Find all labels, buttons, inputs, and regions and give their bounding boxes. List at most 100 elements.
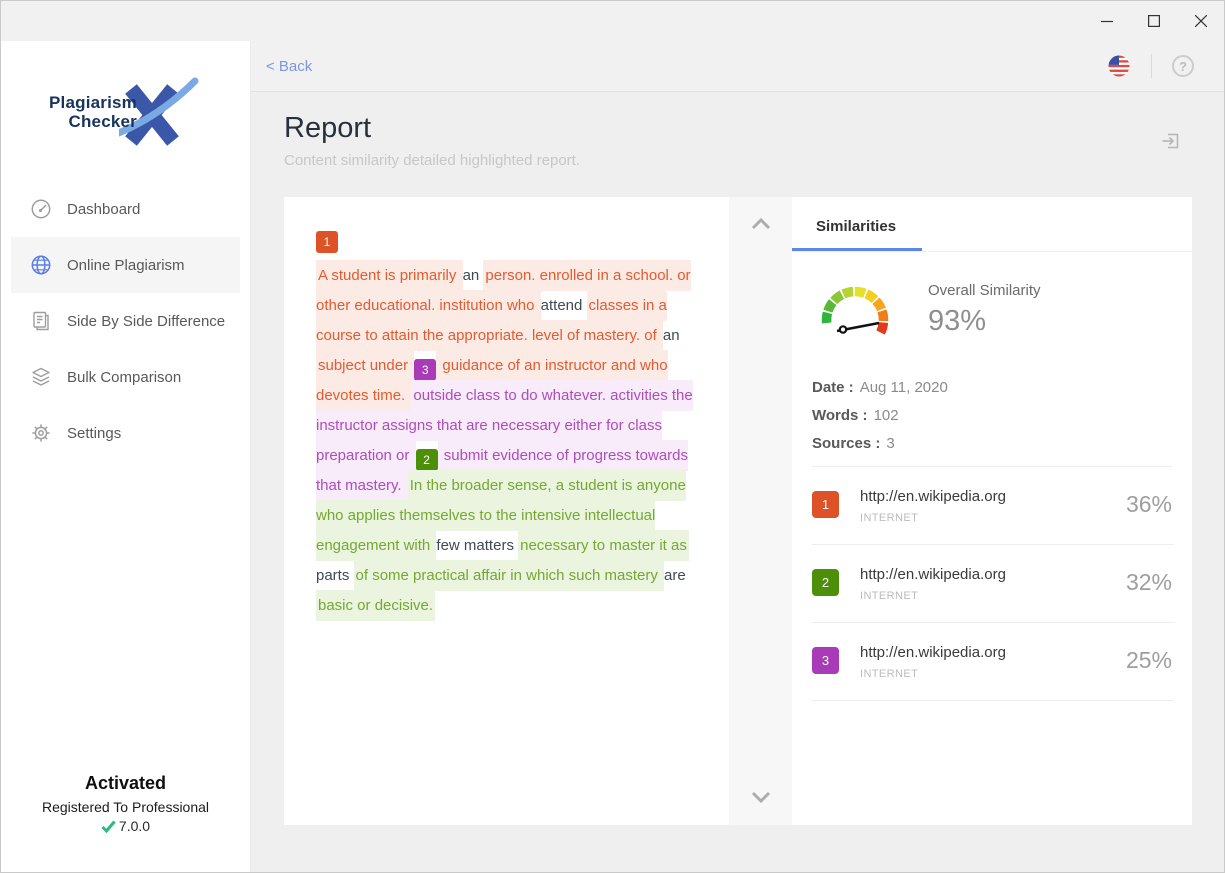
globe-icon — [29, 253, 53, 277]
activation-registered: Registered To Professional — [41, 799, 210, 815]
source-row-3[interactable]: 3 http://en.wikipedia.org INTERNET 25% — [812, 623, 1174, 701]
plain-text: few matters — [436, 537, 519, 554]
source-info: http://en.wikipedia.org INTERNET — [860, 488, 1126, 524]
page-header: Report Content similarity detailed highl… — [251, 92, 1224, 169]
activation-status: Activated — [84, 773, 167, 793]
source-number-badge: 2 — [812, 569, 839, 596]
layers-icon — [29, 365, 53, 389]
sidebar-item-dashboard[interactable]: Dashboard — [11, 181, 240, 237]
source-kind: INTERNET — [860, 512, 919, 524]
activation-version-row: 7.0.0 — [1, 818, 250, 834]
source-kind: INTERNET — [860, 668, 919, 680]
scroll-strip[interactable] — [729, 197, 792, 825]
highlight-green-text: necessary to master it as — [518, 530, 689, 561]
titlebar — [1, 1, 1224, 41]
meta-row-words: Words : 102 — [812, 407, 1172, 424]
chevron-down-icon — [751, 791, 770, 804]
sidebar-item-label: Bulk Comparison — [67, 368, 182, 386]
help-icon: ? — [1179, 58, 1187, 74]
maximize-button[interactable] — [1130, 1, 1177, 41]
overall-similarity-value: 93% — [928, 305, 987, 337]
page-subtitle: Content similarity detailed highlighted … — [284, 152, 580, 169]
page-title: Report — [284, 112, 372, 144]
close-icon — [1194, 15, 1207, 27]
plain-text: are — [664, 567, 686, 584]
sidebar-item-label: Settings — [67, 424, 122, 442]
help-button[interactable]: ? — [1172, 55, 1194, 77]
source-marker-2[interactable]: 2 — [415, 449, 438, 471]
check-icon — [101, 820, 116, 833]
sidebar-item-label: Side By Side Difference — [67, 312, 226, 330]
minimize-button[interactable] — [1083, 1, 1130, 41]
sidebar: Plagiarism Checker Dashboard Online Plagi… — [1, 41, 251, 872]
meta-label: Date : — [812, 379, 854, 396]
overall-similarity-label: Overall Similarity — [928, 282, 1041, 299]
meta-value: Aug 11, 2020 — [859, 379, 948, 396]
source-marker-3[interactable]: 3 — [414, 359, 437, 381]
activation-info: Activated Registered To Professional 7.0… — [1, 773, 250, 834]
sidebar-item-bulk-comparison[interactable]: Bulk Comparison — [11, 349, 240, 405]
plain-text: an — [662, 327, 680, 344]
source-url[interactable]: http://en.wikipedia.org — [860, 644, 1006, 661]
logo-text: Plagiarism Checker — [29, 93, 137, 131]
sources-list: 1 http://en.wikipedia.org INTERNET 36% 2 http… — [792, 467, 1192, 825]
gear-icon — [29, 421, 53, 445]
scroll-down-button[interactable] — [746, 787, 776, 813]
source-percent: 32% — [1125, 569, 1172, 595]
minimize-icon — [1100, 20, 1113, 23]
source-info: http://en.wikipedia.org INTERNET — [860, 566, 1126, 602]
highlight-orange-text: subject under — [316, 350, 415, 381]
tab-row: Similarities — [792, 197, 1192, 252]
logo-x-icon — [119, 77, 199, 146]
speedometer-icon — [29, 197, 53, 221]
source-percent: 25% — [1125, 647, 1172, 673]
source-url[interactable]: http://en.wikipedia.org — [860, 566, 1006, 583]
plain-text: attend — [540, 297, 587, 314]
logo-line2: Checker — [68, 112, 137, 131]
source-number-badge: 1 — [812, 491, 839, 518]
sidebar-item-label: Online Plagiarism — [67, 256, 185, 274]
us-flag-icon[interactable] — [1107, 54, 1131, 78]
report-meta: Date : Aug 11, 2020 Words : 102 Sources : 3 — [812, 368, 1172, 467]
topbar-divider — [1151, 54, 1152, 78]
scroll-up-button[interactable] — [746, 213, 776, 239]
source-row-2[interactable]: 2 http://en.wikipedia.org INTERNET 32% — [812, 545, 1174, 623]
meta-row-sources: Sources : 3 — [812, 435, 1172, 452]
chevron-up-icon — [751, 217, 770, 230]
highlight-green-text: basic or decisive. — [316, 590, 436, 621]
meta-value: 3 — [886, 435, 895, 452]
activation-version: 7.0.0 — [118, 818, 151, 834]
export-report-icon[interactable] — [1160, 130, 1182, 152]
source-percent: 36% — [1125, 491, 1172, 517]
meta-row-date: Date : Aug 11, 2020 — [812, 379, 1172, 396]
sidebar-item-side-by-side-difference[interactable]: Side By Side Difference — [11, 293, 240, 349]
source-info: http://en.wikipedia.org INTERNET — [860, 644, 1126, 680]
highlight-orange-text: A student is primarily — [316, 260, 463, 291]
sidebar-item-label: Dashboard — [67, 200, 141, 218]
source-marker-1[interactable]: 1 — [316, 231, 338, 253]
close-button[interactable] — [1177, 1, 1224, 41]
plain-text: an — [462, 267, 484, 284]
similarity-gauge — [821, 286, 889, 335]
tab-similarities[interactable]: Similarities — [792, 218, 923, 251]
sidebar-item-settings[interactable]: Settings — [11, 405, 240, 461]
source-number-badge: 3 — [812, 647, 839, 674]
source-url[interactable]: http://en.wikipedia.org — [860, 488, 1006, 505]
side-by-side-icon — [29, 309, 53, 333]
sidebar-menu: Dashboard Online Plagiarism Side By Side D… — [1, 181, 250, 461]
meta-label: Sources : — [812, 435, 881, 452]
source-kind: INTERNET — [860, 590, 919, 602]
logo-line1: Plagiarism — [49, 93, 137, 112]
meta-label: Words : — [812, 407, 868, 424]
overall-similarity-block: Overall Similarity 93% — [792, 252, 1192, 348]
source-row-1[interactable]: 1 http://en.wikipedia.org INTERNET 36% — [812, 467, 1174, 545]
sidebar-item-online-plagiarism[interactable]: Online Plagiarism — [11, 237, 240, 293]
meta-value: 102 — [873, 407, 899, 424]
similarities-panel: Similarities Overall Similarity 93% — [792, 197, 1192, 825]
topbar: < Back ? — [251, 41, 1224, 92]
maximize-icon — [1147, 15, 1160, 27]
back-link[interactable]: < Back — [266, 57, 313, 75]
